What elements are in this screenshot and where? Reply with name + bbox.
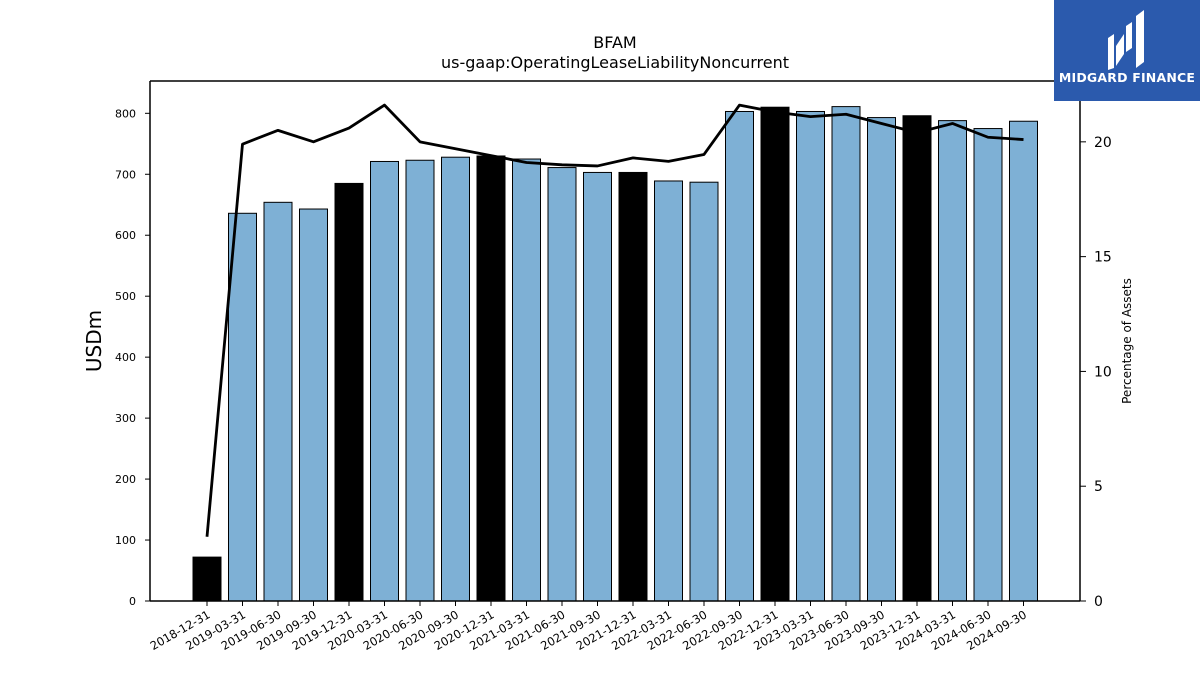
bar bbox=[902, 115, 932, 602]
bar bbox=[441, 156, 470, 602]
bar bbox=[299, 208, 328, 602]
y-tick-label: 500 bbox=[115, 290, 136, 303]
bar bbox=[476, 155, 506, 602]
bar bbox=[689, 181, 719, 602]
bar bbox=[831, 106, 861, 602]
bar bbox=[725, 110, 754, 602]
y2-tick-label: 10 bbox=[1094, 364, 1112, 380]
bar bbox=[867, 117, 896, 602]
y-tick-label: 600 bbox=[115, 229, 136, 242]
y-axis-label: USDm bbox=[82, 310, 106, 372]
y-tick-label: 100 bbox=[115, 534, 136, 547]
bar bbox=[228, 212, 257, 602]
bar bbox=[973, 128, 1003, 602]
bar bbox=[370, 160, 399, 602]
y-tick-label: 200 bbox=[115, 473, 136, 486]
y-tick-label: 300 bbox=[115, 412, 136, 425]
y2-tick-label: 15 bbox=[1094, 250, 1112, 266]
bar bbox=[263, 201, 293, 602]
bar bbox=[334, 182, 364, 602]
bar bbox=[618, 171, 648, 602]
y-tick-label: 0 bbox=[129, 595, 136, 608]
logo-mark-icon bbox=[1108, 10, 1144, 70]
bar bbox=[938, 120, 967, 602]
y2-tick-label: 0 bbox=[1094, 594, 1103, 610]
logo-text: MIDGARD FINANCE bbox=[1058, 70, 1196, 85]
y-tick-label: 800 bbox=[115, 107, 136, 120]
y2-axis-label: Percentage of Assets bbox=[1120, 278, 1134, 404]
bar bbox=[796, 110, 825, 602]
plot-area: 0100200300400500600700800051015202018-12… bbox=[115, 80, 1112, 653]
chart-subtitle: us-gaap:OperatingLeaseLiabilityNoncurren… bbox=[441, 53, 789, 72]
bar bbox=[192, 556, 222, 602]
line-series bbox=[205, 103, 1024, 537]
y2-tick-label: 5 bbox=[1094, 479, 1103, 495]
y2-tick-label: 20 bbox=[1094, 135, 1112, 151]
y-tick-label: 700 bbox=[115, 168, 136, 181]
bar bbox=[1009, 120, 1038, 602]
bar bbox=[760, 106, 790, 602]
bar bbox=[512, 158, 541, 602]
bar bbox=[405, 159, 435, 602]
y-tick-label: 400 bbox=[115, 351, 136, 364]
bar bbox=[547, 167, 577, 602]
bar bbox=[654, 180, 683, 602]
midgard-finance-logo: MIDGARD FINANCE bbox=[1054, 0, 1200, 101]
bar bbox=[583, 171, 612, 602]
chart-title: BFAM bbox=[593, 33, 636, 52]
